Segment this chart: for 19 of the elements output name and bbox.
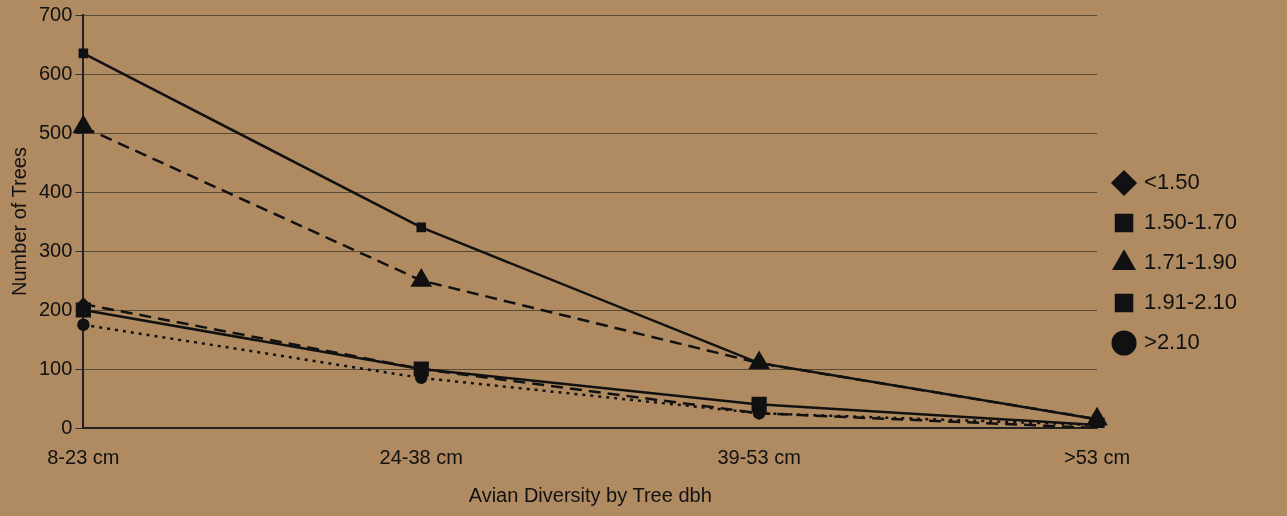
legend-label: 1.71-1.90 [1144, 249, 1238, 275]
x-tick-label: >53 cm [1063, 445, 1131, 468]
x-axis-title: Avian Diversity by Tree dbh [468, 483, 712, 506]
y-tick-label: 600 [38, 61, 73, 84]
legend-label: <1.50 [1144, 169, 1200, 195]
x-tick-label: 24-38 cm [379, 445, 463, 468]
legend-label: 1.50-1.70 [1144, 209, 1238, 235]
y-tick-label: 200 [38, 297, 73, 320]
y-tick-label: 0 [61, 415, 73, 438]
legend-label: >2.10 [1144, 329, 1200, 355]
legend-label: 1.91-2.10 [1144, 289, 1238, 315]
y-tick-label: 300 [38, 238, 73, 261]
x-tick-label: 8-23 cm [47, 445, 120, 468]
x-tick-label: 39-53 cm [717, 445, 801, 468]
y-tick-label: 500 [38, 120, 73, 143]
y-tick-label: 100 [38, 356, 73, 379]
y-axis-title: Number of Trees [7, 147, 30, 296]
y-tick-label: 400 [38, 179, 73, 202]
y-tick-label: 700 [38, 2, 73, 25]
